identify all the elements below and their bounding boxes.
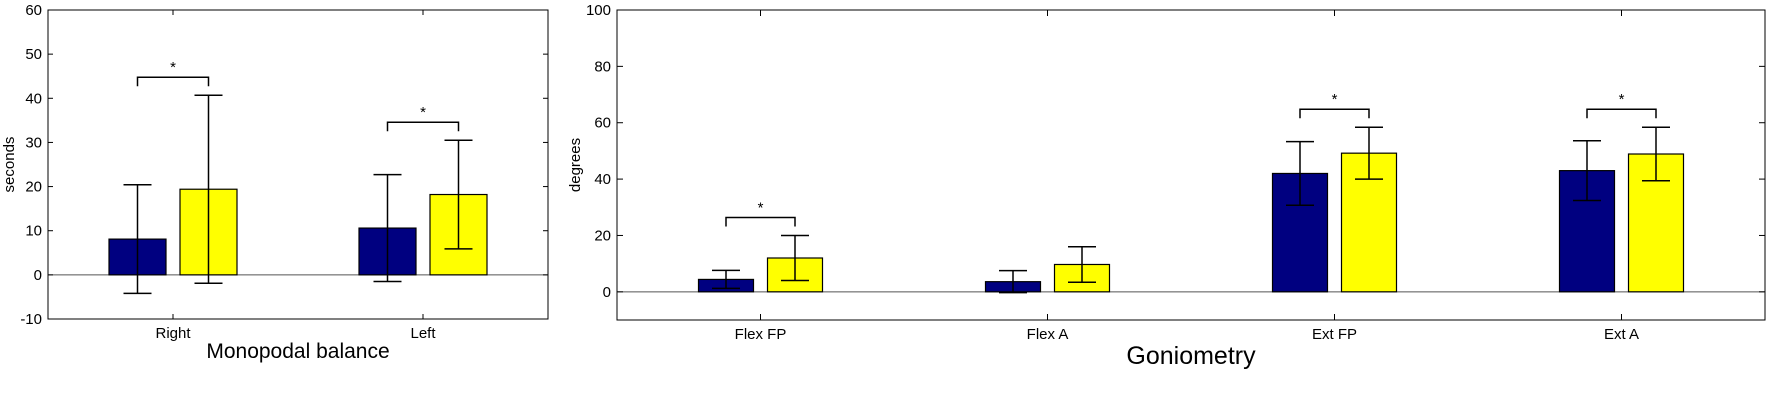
significance-marker: *	[758, 199, 764, 216]
y-axis-label: seconds	[1, 137, 18, 193]
plot-frame	[616, 9, 1766, 321]
y-tick-label: 40	[25, 90, 42, 107]
x-tick-label: Ext A	[1604, 326, 1639, 343]
x-tick-label: Flex FP	[735, 326, 787, 343]
y-tick-label: 60	[25, 2, 42, 19]
y-tick-label: 100	[586, 2, 611, 19]
significance-bracket	[1586, 108, 1657, 119]
significance-bracket	[725, 216, 796, 227]
plot-frame	[47, 9, 549, 320]
y-tick-label: 60	[594, 115, 611, 132]
y-tick-label: 50	[25, 46, 42, 63]
x-tick-label: Right	[155, 325, 191, 342]
chart-monopodal-balance: -10 0 10 20 30 40 50 60 Right * Left * Monopodal bal…	[1, 2, 549, 363]
y-tick-label: 80	[594, 58, 611, 75]
significance-bracket	[136, 76, 210, 87]
significance-marker: *	[1619, 91, 1625, 108]
y-tick-label: 10	[25, 223, 42, 240]
significance-marker: *	[420, 104, 426, 121]
significance-marker: *	[170, 59, 176, 76]
significance-marker: *	[1332, 91, 1338, 108]
y-tick-label: 0	[34, 267, 42, 284]
x-tick-label: Flex A	[1027, 326, 1069, 343]
significance-bracket	[386, 121, 460, 132]
y-tick-label: 40	[594, 171, 611, 188]
y-axis-label: degrees	[567, 138, 584, 192]
y-tick-label: 30	[25, 134, 42, 151]
x-tick-label: Ext FP	[1312, 326, 1357, 343]
x-tick-label: Left	[410, 325, 436, 342]
y-tick-label: 20	[594, 227, 611, 244]
x-axis-label: Goniometry	[1126, 342, 1256, 370]
chart-goniometry: 0 20 40 60 80 100 Flex FP * Flex A Ext FP * Ext A * G…	[567, 2, 1766, 370]
x-axis-label: Monopodal balance	[206, 340, 389, 363]
significance-bracket	[1299, 108, 1370, 119]
y-tick-label: 20	[25, 179, 42, 196]
y-tick-label: 0	[603, 284, 611, 301]
y-tick-label: -10	[20, 311, 42, 328]
